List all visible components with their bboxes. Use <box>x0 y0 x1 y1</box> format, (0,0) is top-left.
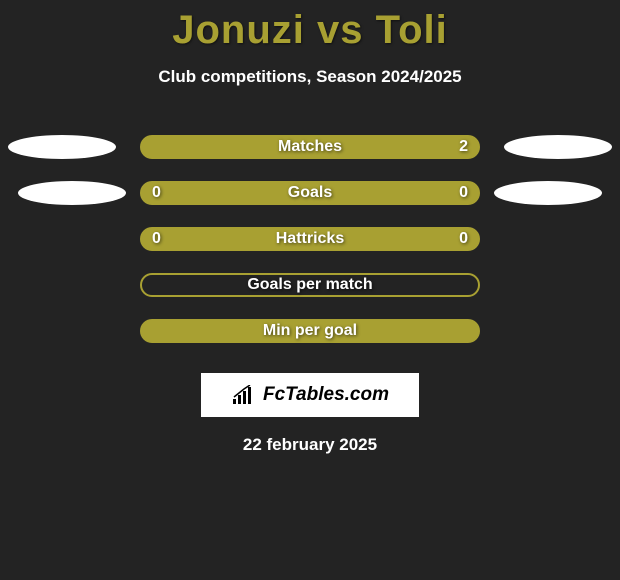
stat-bar-goals: 0 Goals 0 <box>140 181 480 205</box>
stat-label: Min per goal <box>263 322 357 340</box>
stat-row-hattricks: 0 Hattricks 0 <box>0 227 620 251</box>
stat-label: Goals <box>288 184 332 202</box>
stat-right-value: 2 <box>459 138 468 156</box>
stat-bar-goals-per-match: Goals per match <box>140 273 480 297</box>
comparison-widget: Jonuzi vs Toli Club competitions, Season… <box>0 0 620 455</box>
logo-text: FcTables.com <box>263 384 389 406</box>
chart-icon <box>231 385 257 405</box>
player-right-indicator <box>494 181 602 205</box>
branding-logo[interactable]: FcTables.com <box>201 373 419 417</box>
stat-bar-hattricks: 0 Hattricks 0 <box>140 227 480 251</box>
stat-left-value: 0 <box>152 184 161 202</box>
stat-row-matches: Matches 2 <box>0 135 620 159</box>
stat-label: Goals per match <box>247 276 372 294</box>
stat-right-value: 0 <box>459 230 468 248</box>
player-left-indicator <box>8 135 116 159</box>
stat-bar-min-per-goal: Min per goal <box>140 319 480 343</box>
player-right-indicator <box>504 135 612 159</box>
stat-row-goals: 0 Goals 0 <box>0 181 620 205</box>
page-title: Jonuzi vs Toli <box>172 8 448 53</box>
stat-label: Matches <box>278 138 342 156</box>
footer-date: 22 february 2025 <box>243 435 377 455</box>
stat-row-goals-per-match: Goals per match <box>0 273 620 297</box>
stat-left-value: 0 <box>152 230 161 248</box>
player-left-indicator <box>18 181 126 205</box>
stat-bar-matches: Matches 2 <box>140 135 480 159</box>
page-subtitle: Club competitions, Season 2024/2025 <box>158 67 461 87</box>
stat-label: Hattricks <box>276 230 344 248</box>
stat-row-min-per-goal: Min per goal <box>0 319 620 343</box>
stat-right-value: 0 <box>459 184 468 202</box>
